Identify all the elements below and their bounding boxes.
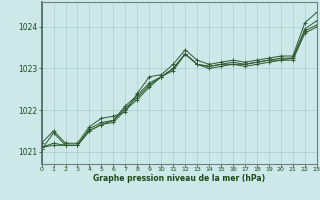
X-axis label: Graphe pression niveau de la mer (hPa): Graphe pression niveau de la mer (hPa) <box>93 174 265 183</box>
